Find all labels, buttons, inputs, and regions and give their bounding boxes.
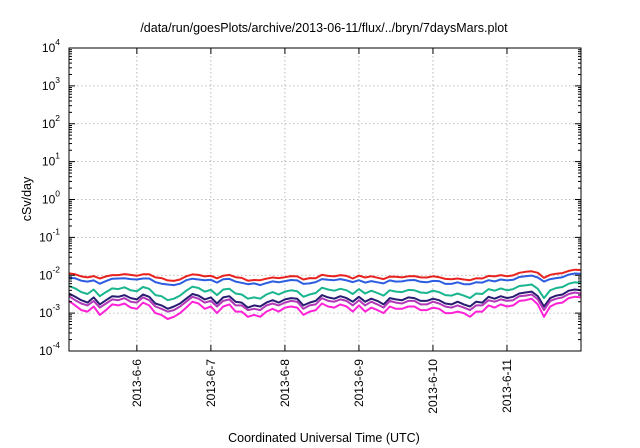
y-tick-label: 10-2 (39, 264, 60, 282)
x-tick-label: 2013-6-10 (426, 359, 440, 414)
y-tick-label: 10-4 (39, 340, 60, 358)
x-tick-label: 2013-6-6 (130, 359, 144, 407)
series-line (68, 272, 582, 287)
y-tick-label: 103 (42, 75, 60, 93)
series-line (68, 295, 582, 320)
y-axis-label: cSv/day (20, 176, 34, 221)
y-tick-label: 100 (42, 189, 60, 207)
series-line (68, 268, 582, 282)
x-tick-label: 2013-6-7 (204, 359, 218, 407)
series-line (68, 288, 582, 310)
series-line (68, 281, 582, 302)
y-axis: 10-4 10-3 10-2 10-1 100 101 102 103 104 (39, 37, 581, 358)
x-axis: 2013-6-6 2013-6-7 2013-6-8 2013-6-9 2013-6-1… (130, 48, 514, 414)
y-tick-label: 10-3 (39, 302, 60, 320)
x-tick-label: 2013-6-11 (500, 359, 514, 413)
series-layer (68, 268, 582, 320)
y-tick-label: 102 (42, 113, 60, 131)
y-tick-label: 104 (42, 37, 60, 55)
x-tick-label: 2013-6-9 (352, 359, 366, 407)
y-tick-label: 101 (42, 151, 60, 169)
y-tick-label: 10-1 (39, 226, 60, 244)
x-axis-label: Coordinated Universal Time (UTC) (228, 431, 420, 445)
chart-title: /data/run/goesPlots/archive/2013-06-11/f… (140, 21, 508, 35)
x-tick-label: 2013-6-8 (278, 359, 292, 407)
series-line (68, 291, 582, 313)
